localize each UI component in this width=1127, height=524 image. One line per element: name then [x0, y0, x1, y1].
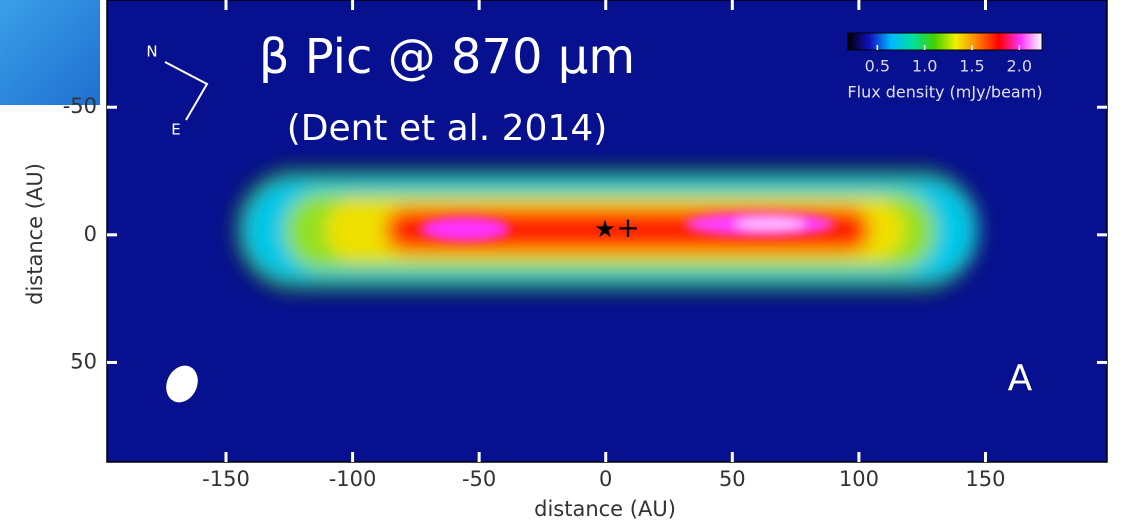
compass-north: N — [146, 43, 157, 61]
x-tick-label: 100 — [839, 467, 879, 491]
chart-title: β Pic @ 870 µm — [259, 29, 635, 85]
x-tick-label: 150 — [965, 467, 1005, 491]
x-tick-label: 50 — [719, 467, 746, 491]
x-tick-label: -50 — [462, 467, 496, 491]
slide-decoration — [0, 0, 100, 105]
y-tick-label: -50 — [63, 94, 97, 118]
colorbar-tick-label: 0.5 — [865, 57, 890, 76]
y-axis-label: distance (AU) — [23, 163, 47, 305]
x-tick-label: 0 — [599, 467, 612, 491]
x-axis-label: distance (AU) — [534, 497, 676, 521]
colorbar-tick-label: 1.5 — [959, 57, 984, 76]
y-tick-label: 50 — [70, 349, 97, 373]
x-tick-label: -100 — [329, 467, 377, 491]
chart: ★ + N E β Pic @ 870 µm (Dent et al. 2014… — [0, 0, 1127, 524]
disk-image: ★ + — [235, 168, 980, 292]
colorbar-tick-label: 2.0 — [1007, 57, 1032, 76]
colorbar-label: Flux density (mJy/beam) — [847, 83, 1042, 102]
page: ★ + N E β Pic @ 870 µm (Dent et al. 2014… — [0, 0, 1127, 524]
y-tick-label: 0 — [84, 222, 97, 246]
x-tick-label: -150 — [202, 467, 250, 491]
star-marker: ★ — [594, 215, 616, 243]
plus-marker: + — [616, 211, 639, 244]
panel-label: A — [1008, 358, 1033, 399]
colorbar-tick-label: 1.0 — [912, 57, 937, 76]
chart-subtitle: (Dent et al. 2014) — [287, 108, 608, 149]
compass-east: E — [171, 121, 180, 139]
